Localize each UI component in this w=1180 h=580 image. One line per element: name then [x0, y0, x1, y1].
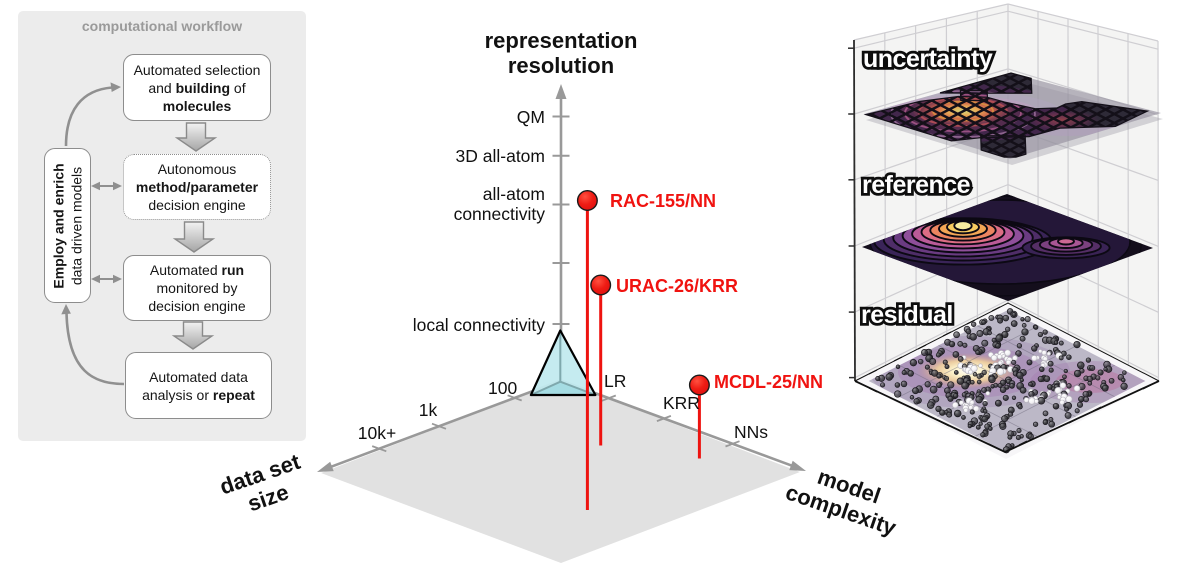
svg-text:residual: residual [861, 301, 953, 329]
svg-text:reference: reference [862, 171, 971, 199]
svg-text:uncertainty: uncertainty [863, 45, 993, 73]
